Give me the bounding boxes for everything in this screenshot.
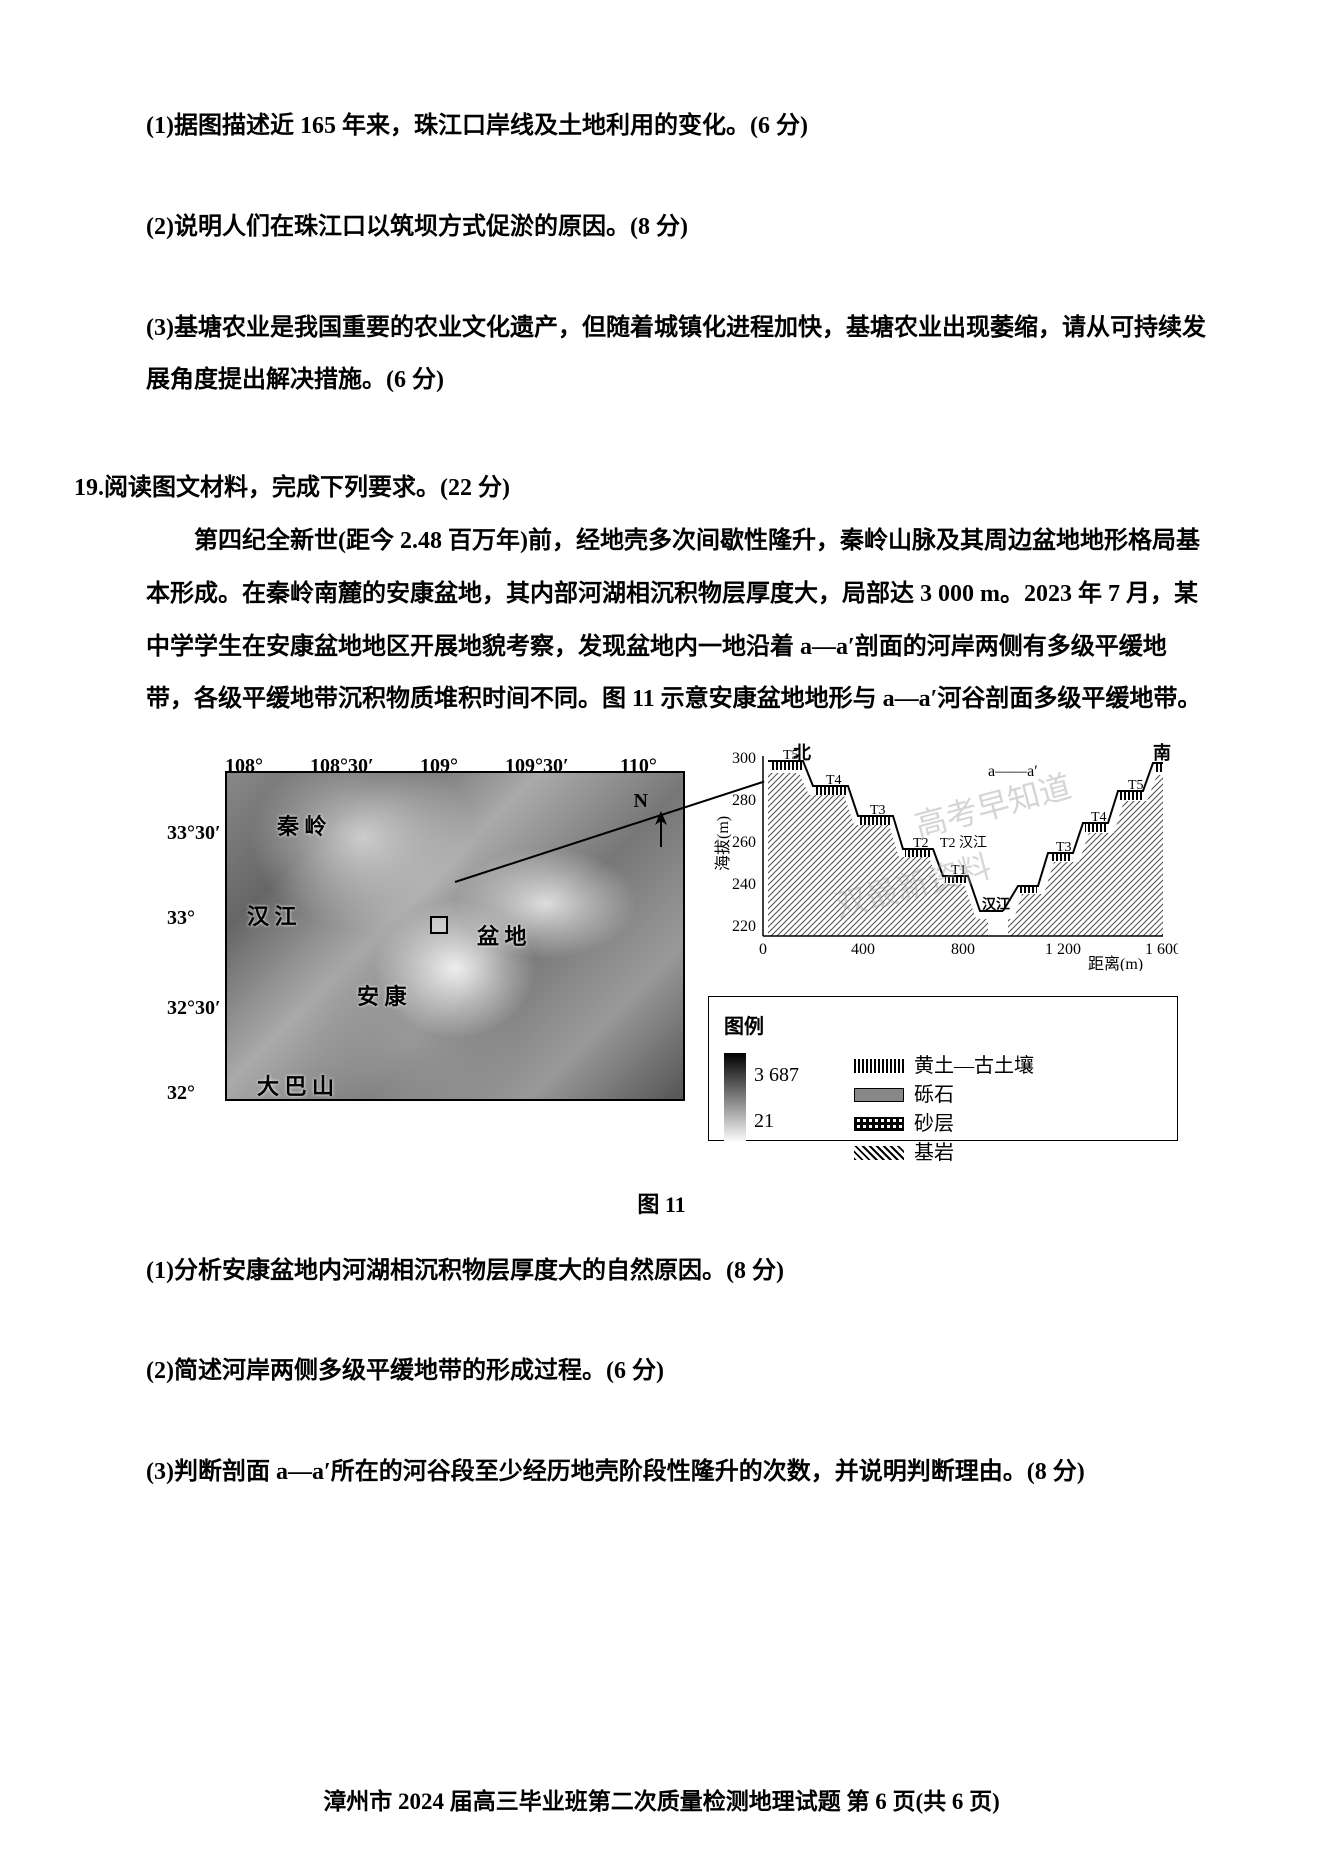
svg-text:海拔(m): 海拔(m) bbox=[714, 816, 732, 871]
q18-sub3: (3)基塘农业是我国重要的农业文化遗产，但随着城镇化进程加快，基塘农业出现萎缩，… bbox=[146, 302, 1213, 408]
svg-text:1 200: 1 200 bbox=[1045, 941, 1081, 958]
q18-sub2: (2)说明人们在珠江口以筑坝方式促淤的原因。(8 分) bbox=[146, 201, 1213, 254]
q19-passage: 第四纪全新世(距今 2.48 百万年)前，经地壳多次间歇性隆升，秦岭山脉及其周边… bbox=[146, 515, 1213, 726]
svg-text:1 600: 1 600 bbox=[1145, 941, 1178, 958]
elev-max: 3 687 bbox=[754, 1053, 799, 1097]
terrain-map: 秦 岭 汉 江 安 康 盆 地 大 巴 山 N bbox=[225, 771, 685, 1101]
swatch-gravel bbox=[854, 1088, 904, 1102]
svg-text:南: 南 bbox=[1153, 742, 1171, 763]
svg-text:T3: T3 bbox=[870, 803, 886, 818]
legend-box: 图例 3 687 21 黄土—古土壤 砾石 砂层 基岩 bbox=[708, 996, 1178, 1141]
q19-sub3: (3)判断剖面 a—a′所在的河谷段至少经历地壳阶段性隆升的次数，并说明判断理由… bbox=[146, 1446, 1213, 1499]
lat-3330: 33°30′ bbox=[167, 811, 221, 855]
svg-text:300: 300 bbox=[732, 750, 756, 767]
svg-text:T5: T5 bbox=[1128, 778, 1144, 793]
lat-3230: 32°30′ bbox=[167, 986, 221, 1030]
label-qinling: 秦 岭 bbox=[277, 803, 327, 851]
compass-icon bbox=[649, 811, 673, 866]
q19-sub2: (2)简述河岸两侧多级平缓地带的形成过程。(6 分) bbox=[146, 1345, 1213, 1398]
q19-subquestions: (1)分析安康盆地内河湖相沉积物层厚度大的自然原因。(8 分) (2)简述河岸两… bbox=[146, 1245, 1213, 1499]
svg-text:距离(m): 距离(m) bbox=[1088, 955, 1143, 971]
lat-32: 32° bbox=[167, 1071, 195, 1115]
figure-caption: 图 11 bbox=[110, 1181, 1213, 1229]
svg-text:T4: T4 bbox=[826, 773, 842, 788]
q19-sub1: (1)分析安康盆地内河湖相沉积物层厚度大的自然原因。(8 分) bbox=[146, 1245, 1213, 1298]
svg-text:0: 0 bbox=[759, 941, 767, 958]
svg-text:240: 240 bbox=[732, 876, 756, 893]
legend-bedrock: 基岩 bbox=[914, 1131, 954, 1175]
swatch-sand bbox=[854, 1117, 904, 1131]
label-hanjiang: 汉 江 bbox=[247, 893, 297, 941]
q19-header-text: 阅读图文材料，完成下列要求。(22 分) bbox=[104, 475, 510, 501]
svg-text:220: 220 bbox=[732, 918, 756, 935]
compass-n: N bbox=[634, 779, 648, 823]
swatch-loess bbox=[854, 1059, 904, 1073]
svg-text:汉江: 汉江 bbox=[982, 896, 1010, 913]
svg-text:T3: T3 bbox=[1056, 840, 1072, 855]
legend-title: 图例 bbox=[724, 1005, 1162, 1049]
svg-text:400: 400 bbox=[851, 941, 875, 958]
question-19-block: 19.阅读图文材料，完成下列要求。(22 分) 第四纪全新世(距今 2.48 百… bbox=[110, 462, 1213, 1499]
svg-text:280: 280 bbox=[732, 792, 756, 809]
elev-min: 21 bbox=[754, 1099, 799, 1143]
svg-text:a——a′: a——a′ bbox=[988, 763, 1038, 780]
svg-text:T2 汉江: T2 汉江 bbox=[940, 835, 987, 851]
question-18-block: (1)据图描述近 165 年来，珠江口岸线及土地利用的变化。(6 分) (2)说… bbox=[146, 100, 1213, 407]
label-dabashan: 大 巴 山 bbox=[257, 1063, 334, 1101]
svg-text:T4: T4 bbox=[1091, 810, 1107, 825]
map-area: 108° 108°30′ 109° 109°30′ 110° 33°30′ 33… bbox=[165, 741, 685, 1141]
terrace-profile-svg: 300 280 260 240 220 0 400 800 1 200 1 60… bbox=[708, 741, 1178, 971]
svg-text:260: 260 bbox=[732, 834, 756, 851]
label-ankang: 安 康 bbox=[357, 973, 407, 1021]
svg-text:T2: T2 bbox=[913, 836, 929, 851]
lat-33: 33° bbox=[167, 896, 195, 940]
elevation-gradient bbox=[724, 1053, 746, 1143]
svg-text:800: 800 bbox=[951, 941, 975, 958]
cross-section-chart: 300 280 260 240 220 0 400 800 1 200 1 60… bbox=[708, 741, 1178, 971]
swatch-bedrock bbox=[854, 1146, 904, 1160]
q19-number: 19. bbox=[74, 475, 104, 501]
q18-sub1: (1)据图描述近 165 年来，珠江口岸线及土地利用的变化。(6 分) bbox=[146, 100, 1213, 153]
page-footer: 漳州市 2024 届高三毕业班第二次质量检测地理试题 第 6 页(共 6 页) bbox=[0, 1782, 1323, 1816]
figure-11: 108° 108°30′ 109° 109°30′ 110° 33°30′ 33… bbox=[110, 741, 1213, 1171]
sample-location-box bbox=[430, 916, 448, 934]
svg-text:T1: T1 bbox=[951, 863, 967, 878]
svg-text:T5: T5 bbox=[783, 748, 799, 763]
label-pendi: 盆 地 bbox=[477, 913, 527, 961]
q19-header: 19.阅读图文材料，完成下列要求。(22 分) bbox=[110, 462, 1213, 515]
